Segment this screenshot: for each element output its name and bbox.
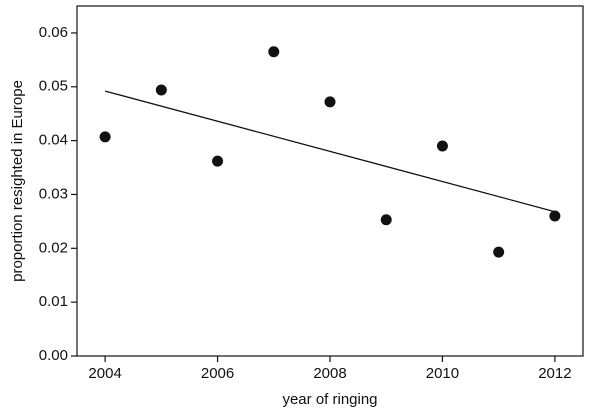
y-tick-label: 0.01 [39,293,68,310]
y-tick-label: 0.04 [39,132,68,149]
data-point [212,155,224,167]
plot-frame [76,5,584,357]
y-tick-label: 0.05 [39,78,68,95]
data-point [436,140,448,152]
data-point [324,96,336,108]
trend-line [104,90,556,213]
x-tick-label: 2008 [313,365,346,382]
x-axis-label: year of ringing [282,391,377,408]
y-axis-label: proportion resighted in Europe [9,80,26,282]
data-point [155,84,167,96]
data-point [380,214,392,226]
y-tick-label: 0.06 [39,24,68,41]
data-point [268,46,280,58]
data-point [549,210,561,222]
y-tick-label: 0.00 [39,347,68,364]
data-point [493,246,505,258]
x-tick-label: 2012 [538,365,571,382]
x-tick-label: 2006 [201,365,234,382]
y-tick-label: 0.02 [39,239,68,256]
data-point [99,131,111,143]
x-tick-label: 2004 [88,365,121,382]
x-tick-label: 2010 [426,365,459,382]
y-tick-label: 0.03 [39,185,68,202]
